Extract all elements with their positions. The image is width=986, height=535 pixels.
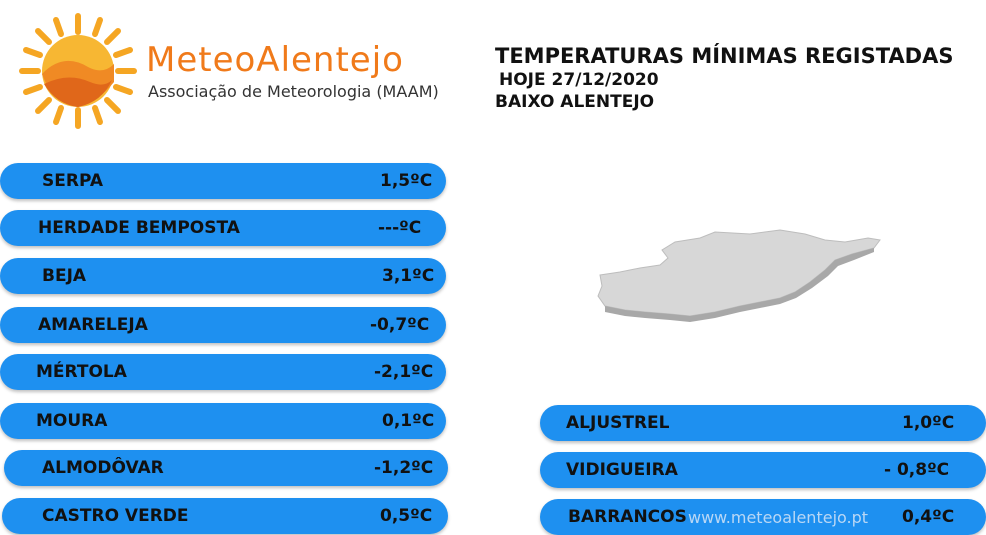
sun-logo-icon <box>19 13 137 129</box>
station-value: -2,1ºC <box>374 362 434 382</box>
station-row: BEJA 3,1ºC <box>0 258 446 294</box>
station-value: 0,4ºC <box>902 507 955 527</box>
logo-subtitle: Associação de Meteorologia (MAAM) <box>148 82 439 101</box>
station-name: MOURA <box>36 411 108 431</box>
station-name: AMARELEJA <box>38 315 148 335</box>
station-row: MOURA 0,1ºC <box>0 403 446 439</box>
station-row: MÉRTOLA -2,1ºC <box>0 354 446 390</box>
station-name: HERDADE BEMPOSTA <box>38 218 240 238</box>
station-name: ALJUSTREL <box>566 413 670 433</box>
station-row: HERDADE BEMPOSTA ---ºC <box>0 210 446 246</box>
station-name: BEJA <box>42 266 87 286</box>
station-value: -1,2ºC <box>374 458 434 478</box>
watermark: www.meteoalentejo.pt <box>688 508 869 527</box>
station-value: ---ºC <box>378 218 422 238</box>
station-name: SERPA <box>42 171 104 191</box>
report-region: BAIXO ALENTEJO <box>495 92 655 112</box>
station-row: BARRANCOS 0,4ºC <box>540 499 986 535</box>
station-value: -0,7ºC <box>370 315 430 335</box>
station-name: CASTRO VERDE <box>42 506 189 526</box>
report-title: TEMPERATURAS MÍNIMAS REGISTADAS <box>495 44 954 68</box>
station-row: ALJUSTREL 1,0ºC <box>540 405 986 441</box>
logo-title: MeteoAlentejo <box>146 40 404 80</box>
logo: MeteoAlentejo Associação de Meteorologia… <box>18 12 468 130</box>
station-row: ALMODÔVAR -1,2ºC <box>4 450 448 486</box>
station-value: 3,1ºC <box>382 266 435 286</box>
station-row: CASTRO VERDE 0,5ºC <box>2 498 448 534</box>
report-date: HOJE 27/12/2020 <box>499 70 659 90</box>
station-name: BARRANCOS <box>568 507 687 527</box>
station-name: ALMODÔVAR <box>42 458 164 478</box>
station-value: 0,1ºC <box>382 411 435 431</box>
station-row: VIDIGUEIRA - 0,8ºC <box>540 452 986 488</box>
report-header: TEMPERATURAS MÍNIMAS REGISTADAS HOJE 27/… <box>495 44 953 112</box>
station-value: 0,5ºC <box>380 506 433 526</box>
region-map <box>597 229 881 322</box>
station-row: SERPA 1,5ºC <box>0 163 446 199</box>
station-value: - 0,8ºC <box>884 460 950 480</box>
station-value: 1,5ºC <box>380 171 433 191</box>
station-name: MÉRTOLA <box>36 362 127 382</box>
station-name: VIDIGUEIRA <box>566 460 678 480</box>
station-row: AMARELEJA -0,7ºC <box>0 307 446 343</box>
station-value: 1,0ºC <box>902 413 955 433</box>
